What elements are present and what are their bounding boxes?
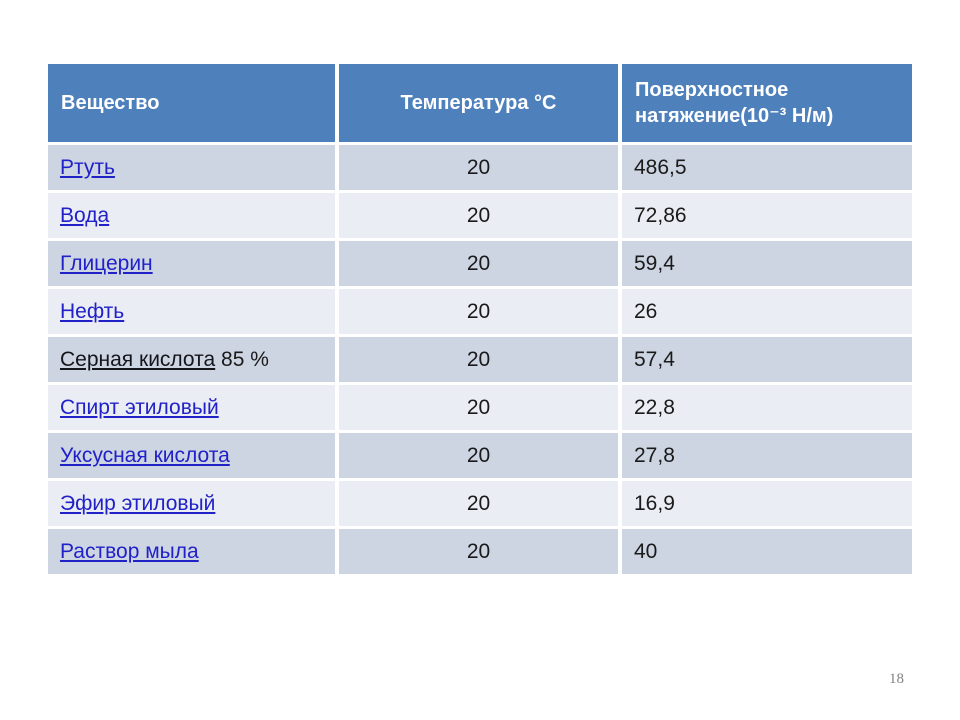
temperature-cell: 20: [335, 334, 622, 385]
substance-link[interactable]: Спирт этиловый: [60, 395, 219, 419]
table-row: Нефть 20 26: [48, 286, 912, 337]
substance-cell: Ртуть: [48, 142, 339, 193]
header-tension-line2: натяжение(10⁻³ Н/м): [635, 105, 834, 127]
temperature-cell: 20: [335, 526, 622, 574]
table-row: Ртуть 20 486,5: [48, 142, 912, 193]
tension-cell: 40: [618, 526, 912, 574]
tension-cell: 27,8: [618, 430, 912, 481]
substance-link[interactable]: Эфир этиловый: [60, 491, 216, 515]
substance-suffix: 85 %: [215, 347, 269, 371]
substance-link[interactable]: Уксусная кислота: [60, 443, 230, 467]
surface-tension-table: Вещество Температура °С Поверхностное на…: [48, 64, 912, 574]
substance-cell: Уксусная кислота: [48, 430, 339, 481]
substance-cell: Нефть: [48, 286, 339, 337]
substance-cell: Раствор мыла: [48, 526, 339, 574]
table-header: Вещество Температура °С Поверхностное на…: [48, 64, 912, 145]
table-row: Вода 20 72,86: [48, 190, 912, 241]
table-row: Глицерин 20 59,4: [48, 238, 912, 289]
temperature-cell: 20: [335, 286, 622, 337]
substance-cell: Вода: [48, 190, 339, 241]
temperature-cell: 20: [335, 430, 622, 481]
temperature-cell: 20: [335, 142, 622, 193]
substance-link[interactable]: Раствор мыла: [60, 539, 199, 563]
temperature-cell: 20: [335, 238, 622, 289]
header-tension: Поверхностное натяжение(10⁻³ Н/м): [618, 64, 912, 145]
substance-cell: Глицерин: [48, 238, 339, 289]
temperature-cell: 20: [335, 382, 622, 433]
tension-cell: 72,86: [618, 190, 912, 241]
table-row: Уксусная кислота 20 27,8: [48, 430, 912, 481]
temperature-cell: 20: [335, 478, 622, 529]
tension-cell: 57,4: [618, 334, 912, 385]
substance-link[interactable]: Ртуть: [60, 155, 115, 179]
temperature-cell: 20: [335, 190, 622, 241]
table-body: Ртуть 20 486,5 Вода 20 72,86 Глицерин 20…: [48, 142, 912, 574]
substance-link[interactable]: Серная кислота: [60, 347, 216, 371]
substance-link[interactable]: Глицерин: [60, 251, 153, 275]
table-row: Серная кислота 85 % 20 57,4: [48, 334, 912, 385]
table-row: Эфир этиловый 20 16,9: [48, 478, 912, 529]
tension-cell: 16,9: [618, 478, 912, 529]
page-number: 18: [889, 671, 904, 687]
substance-cell: Серная кислота 85 %: [48, 334, 339, 385]
table-row: Раствор мыла 20 40: [48, 526, 912, 574]
header-temperature: Температура °С: [335, 64, 622, 145]
tension-cell: 486,5: [618, 142, 912, 193]
substance-cell: Эфир этиловый: [48, 478, 339, 529]
header-substance: Вещество: [48, 64, 339, 145]
substance-cell: Спирт этиловый: [48, 382, 339, 433]
substance-link[interactable]: Вода: [60, 203, 110, 227]
header-tension-line1: Поверхностное: [635, 79, 789, 101]
tension-cell: 59,4: [618, 238, 912, 289]
table-row: Спирт этиловый 20 22,8: [48, 382, 912, 433]
tension-cell: 26: [618, 286, 912, 337]
substance-link[interactable]: Нефть: [60, 299, 125, 323]
tension-cell: 22,8: [618, 382, 912, 433]
